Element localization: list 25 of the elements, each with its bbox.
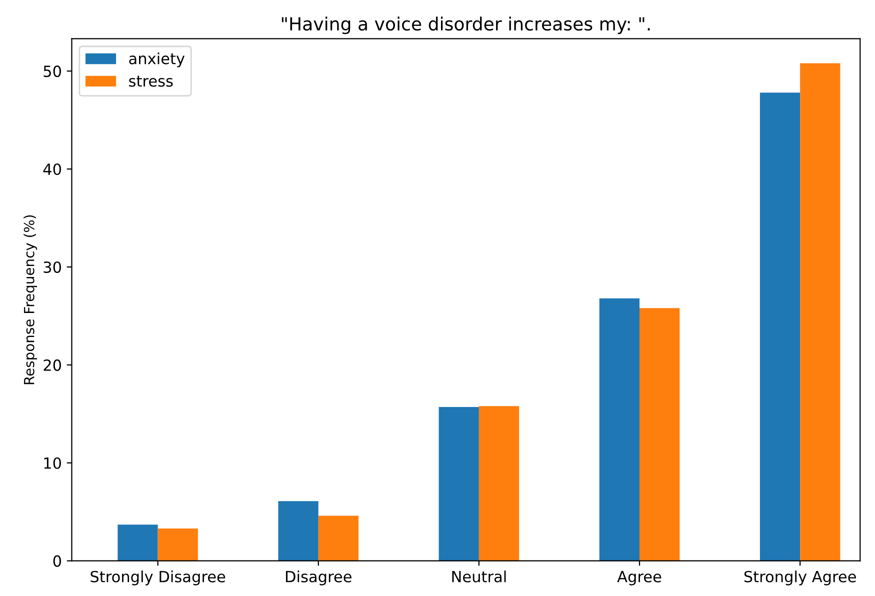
x-tick-label: Strongly Disagree: [90, 570, 226, 586]
x-tick-label: Neutral: [452, 570, 506, 582]
bar: [318, 516, 359, 561]
bar: [158, 528, 198, 561]
bar: [118, 524, 158, 561]
y-tick-label: 40: [43, 163, 62, 176]
legend-label: stress: [129, 76, 173, 87]
bar: [438, 407, 479, 561]
legend-label: anxiety: [129, 52, 185, 68]
x-tick-label: Strongly Agree: [744, 570, 856, 586]
bar: [478, 406, 520, 561]
bar: [760, 92, 800, 561]
y-tick-label: 20: [44, 359, 62, 371]
bar: [800, 63, 840, 561]
bar: [640, 308, 680, 561]
y-tick-label: 50: [44, 66, 62, 78]
x-tick-label: Agree: [617, 571, 662, 586]
x-tick-label: Disagree: [286, 570, 352, 586]
y-tick-label: 30: [44, 261, 62, 273]
bar: [599, 298, 640, 561]
y-tick-label: 0: [53, 555, 62, 567]
chart-title: "Having a voice disorder increases my: ".: [282, 16, 650, 34]
bar: [278, 501, 318, 561]
y-axis-title: Response Frequency (%): [24, 215, 38, 384]
y-tick-label: 10: [44, 457, 62, 469]
